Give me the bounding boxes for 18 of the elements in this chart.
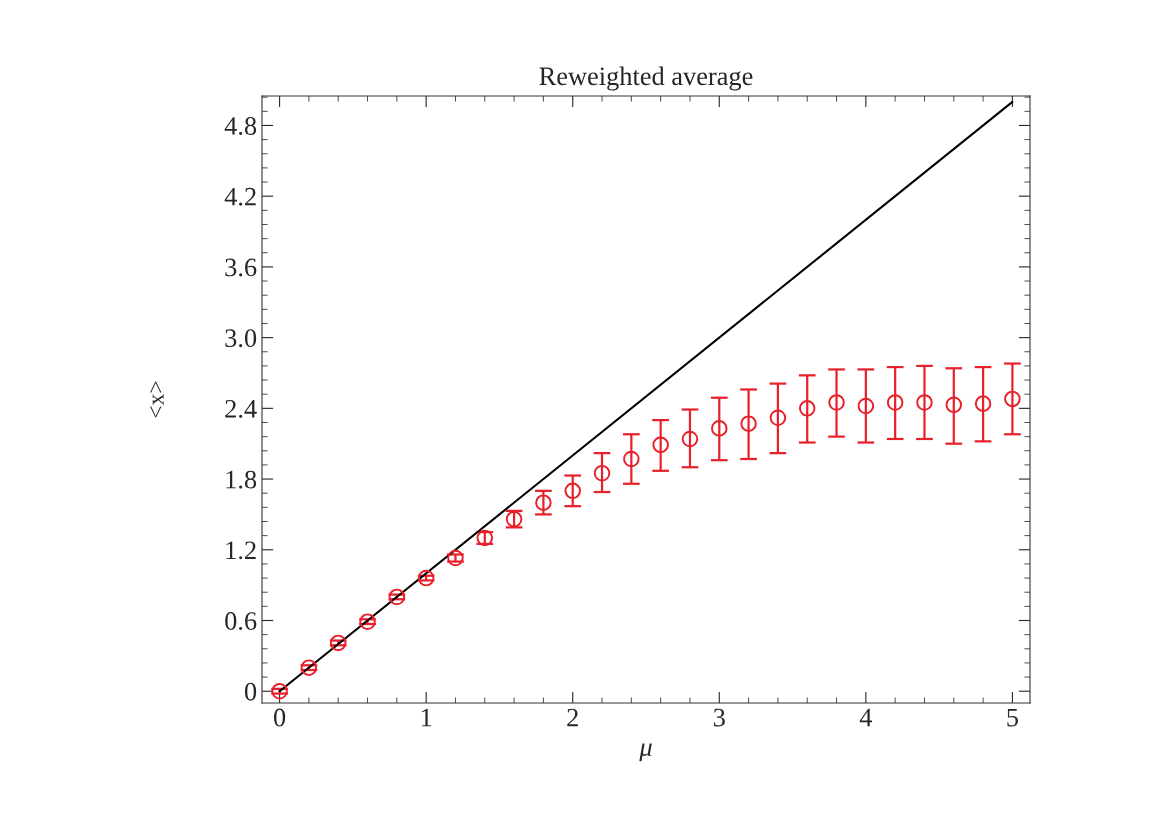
chart-title: Reweighted average xyxy=(539,66,753,91)
y-tick-label: 3.0 xyxy=(225,329,257,348)
y-tick-label: 1.8 xyxy=(226,470,257,489)
y-tick-label: 2.4 xyxy=(225,400,257,418)
x-tick-label: 0 xyxy=(274,708,286,727)
y-tick-label: 0 xyxy=(244,682,257,701)
y-axis-title: <x> xyxy=(150,381,164,418)
x-tick-label: 3 xyxy=(713,708,725,727)
y-tick-label: 1.2 xyxy=(226,541,256,560)
x-tick-label: 5 xyxy=(1007,708,1018,727)
y-tick-label: 0.6 xyxy=(225,612,257,631)
x-tick-label: 1 xyxy=(421,708,432,727)
x-tick-label: 4 xyxy=(859,708,873,727)
x-axis-title: μ xyxy=(639,743,652,762)
y-tick-label: 4.2 xyxy=(224,187,256,206)
y-tick-label: 3.6 xyxy=(225,258,257,277)
x-tick-label: 2 xyxy=(567,708,578,727)
y-tick-label: 4.8 xyxy=(224,117,257,135)
